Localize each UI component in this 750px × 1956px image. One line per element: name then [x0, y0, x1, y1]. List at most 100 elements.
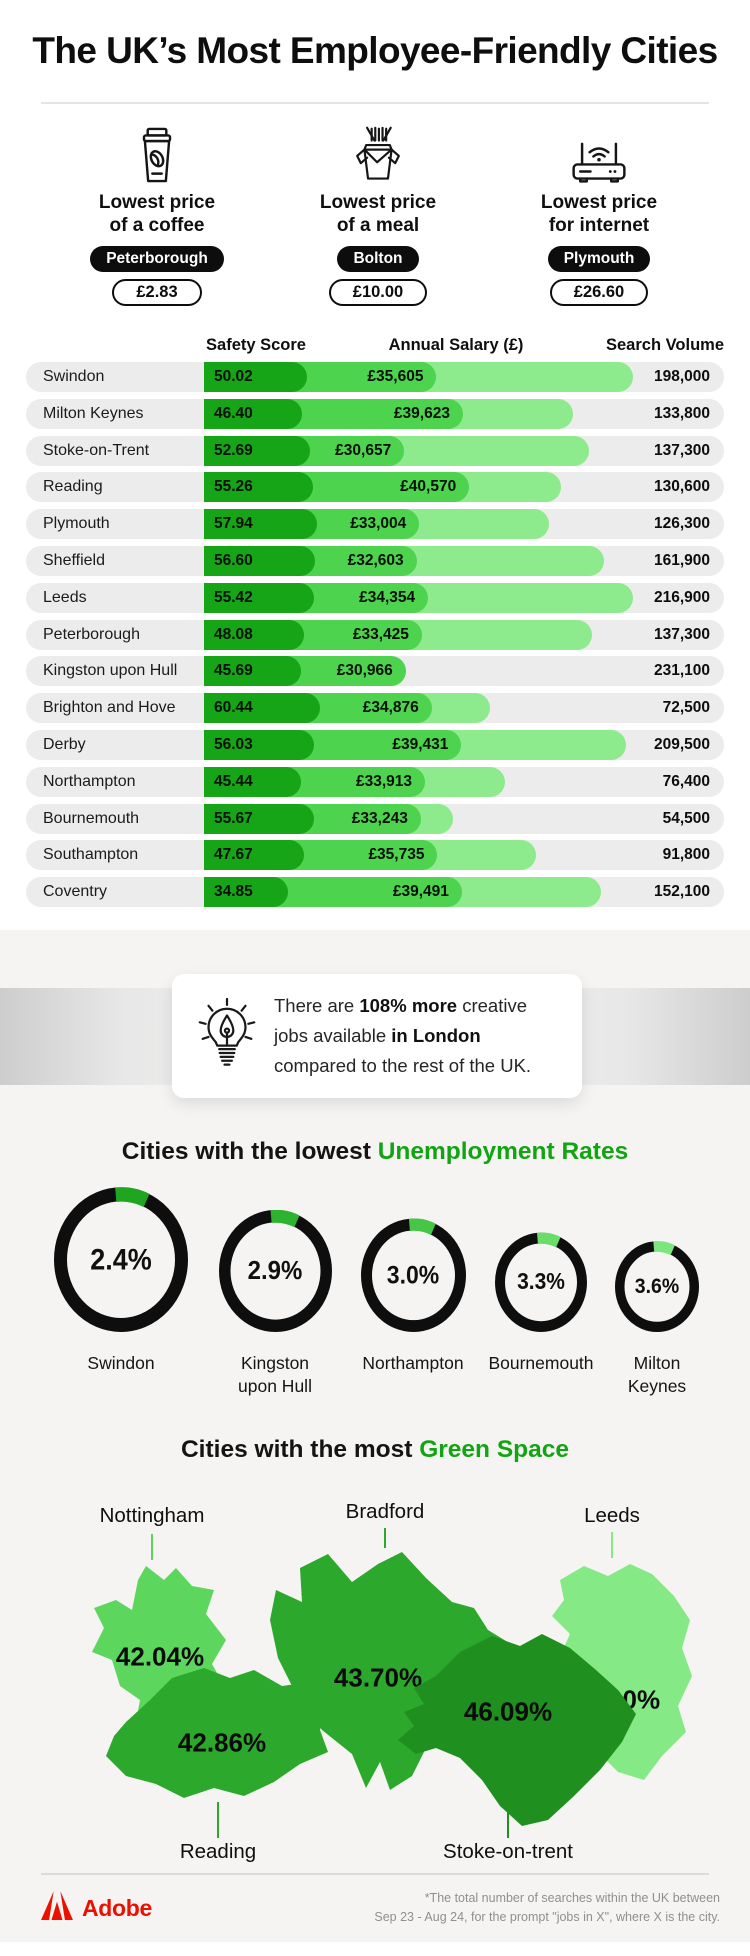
- donut-city-label-line: Kingston: [240, 1353, 310, 1373]
- search-volume-value: 152,100: [653, 883, 710, 901]
- city-silhouette: [270, 1552, 514, 1790]
- row-bars: £39,623 46.40: [204, 398, 724, 429]
- search-volume-value: 137,300: [653, 441, 710, 459]
- row-city-label: Milton Keynes: [43, 404, 144, 422]
- adobe-wordmark: Adobe: [82, 1894, 153, 1921]
- callout-bold-text: 108% more: [359, 995, 458, 1017]
- row-bars: £33,913 45.44: [204, 766, 724, 797]
- search-volume-value: 198,000: [653, 368, 710, 385]
- unemployment-donut: 2.4%: [54, 1187, 188, 1332]
- unemployment-title-black: Cities with the lowest: [121, 1138, 378, 1165]
- stat-price-badge: £26.60: [549, 279, 649, 307]
- title-divider: [41, 102, 709, 104]
- stat-city-badge: Peterborough: [90, 246, 224, 273]
- safety-score-bar: 56.03: [204, 729, 315, 760]
- greenspace-city-label: Bradford: [345, 1500, 425, 1523]
- safety-score-value: 57.94: [214, 515, 253, 533]
- greenspace-title-black: Cities with the most: [180, 1436, 420, 1463]
- safety-score-value: 34.85: [214, 883, 253, 901]
- row-bars: £35,605 50.02: [204, 362, 724, 392]
- safety-score-value: 55.42: [214, 588, 253, 606]
- unemployment-rate-value: 3.3%: [517, 1269, 565, 1295]
- stat-label-line2: of a coffee: [109, 215, 205, 237]
- search-volume-value: 133,800: [653, 404, 710, 422]
- city-bar-table: Swindon £35,605 50.02 198,000 Milton Keynes £…: [26, 362, 724, 914]
- row-bars: £30,966 45.69: [204, 656, 724, 687]
- row-bars: £39,431 56.03: [204, 729, 724, 760]
- stat-label-line1: Lowest price: [540, 192, 658, 213]
- unemployment-rate-value: 3.0%: [386, 1260, 440, 1289]
- footnote-line1: *The total number of searches within the…: [424, 1891, 720, 1905]
- greenspace-city-label: Stoke-on-trent: [443, 1840, 573, 1863]
- salary-value: £39,623: [393, 404, 450, 422]
- lightbulb-pen-icon: [192, 997, 262, 1076]
- greenspace-city-shape: [398, 1634, 636, 1826]
- stat-price-badge: £2.83: [112, 279, 202, 307]
- callout-line: jobs available in London: [274, 1021, 531, 1051]
- safety-score-bar: 52.69: [204, 435, 311, 466]
- salary-value: £30,657: [335, 441, 392, 459]
- safety-score-value: 47.67: [214, 846, 253, 864]
- row-bars: £40,570 55.26: [204, 472, 724, 503]
- row-city-label: Stoke-on-Trent: [43, 441, 150, 459]
- safety-score-value: 45.69: [214, 662, 253, 680]
- stat-label: Lowest price of a coffee: [52, 191, 262, 237]
- safety-score-bar: 60.44: [204, 693, 320, 724]
- adobe-logo-icon: [41, 1891, 73, 1925]
- column-header-safety: Safety Score: [206, 336, 306, 354]
- safety-score-bar: 55.42: [204, 582, 314, 613]
- table-row: Sheffield £32,603 56.60 161,900: [26, 545, 724, 576]
- salary-value: £39,491: [392, 883, 449, 901]
- safety-score-bar: 57.94: [204, 509, 317, 540]
- search-volume-value: 130,600: [653, 478, 710, 496]
- city-silhouette: [398, 1634, 636, 1826]
- label-leader-line: [217, 1802, 219, 1838]
- page-title: The UK’s Most Employee-Friendly Cities: [32, 30, 718, 71]
- greenspace-city-label: Leeds: [584, 1504, 640, 1527]
- callout-line: There are 108% more creative: [274, 991, 531, 1021]
- callout-text-segment: There are: [274, 995, 360, 1017]
- stat-label-line1: Lowest price: [319, 192, 437, 213]
- row-city-label: Brighton and Hove: [43, 699, 176, 717]
- unemployment-section-title: Cities with the lowest Unemployment Rate…: [0, 1138, 750, 1166]
- column-header-search: Search Volume: [606, 336, 724, 354]
- salary-value: £39,431: [392, 735, 449, 753]
- donut-city-label-line: upon Hull: [238, 1375, 312, 1396]
- creative-jobs-callout: There are 108% more creative jobs availab…: [172, 974, 582, 1098]
- row-bars: £39,491 34.85: [204, 877, 724, 908]
- search-volume-value: 209,500: [653, 735, 710, 753]
- row-city-label: Swindon: [43, 368, 105, 385]
- row-bars: £30,657 52.69: [204, 435, 724, 466]
- table-row: Derby £39,431 56.03 209,500: [26, 729, 724, 760]
- label-leader-line: [611, 1532, 613, 1558]
- donut-city-label: Milton Keynes: [577, 1352, 737, 1398]
- safety-score-bar: 55.67: [204, 803, 315, 834]
- salary-value: £34,354: [359, 588, 416, 606]
- greenspace-percentage: 42.86%: [177, 1727, 267, 1758]
- table-row: Brighton and Hove £34,876 60.44 72,500: [26, 693, 724, 724]
- row-bars: £33,243 55.67: [204, 803, 724, 834]
- safety-score-value: 56.60: [214, 551, 253, 569]
- safety-score-value: 48.08: [214, 625, 253, 643]
- table-row: Swindon £35,605 50.02 198,000: [26, 362, 724, 392]
- safety-score-bar: 50.02: [204, 362, 307, 392]
- safety-score-value: 55.26: [214, 478, 253, 496]
- callout-bold-text: in London: [391, 1025, 481, 1047]
- row-city-label: Leeds: [43, 588, 87, 606]
- footnote-line2: Sep 23 - Aug 24, for the prompt "jobs in…: [374, 1909, 720, 1924]
- donut-green-segment: [408, 1218, 436, 1236]
- safety-score-value: 56.03: [214, 735, 253, 753]
- search-volume-value: 126,300: [653, 515, 710, 533]
- row-city-label: Bournemouth: [43, 809, 140, 827]
- row-city-label: Southampton: [43, 846, 139, 864]
- stat-price-badge: £10.00: [328, 279, 428, 307]
- donut-green-segment: [115, 1187, 150, 1208]
- row-bars: £33,004 57.94: [204, 509, 724, 540]
- row-city-label: Derby: [43, 735, 86, 753]
- stat-city-badge: Bolton: [337, 246, 419, 273]
- greenspace-city-label: Nottingham: [99, 1504, 205, 1527]
- donut-city-label-line: Milton: [633, 1353, 681, 1373]
- row-city-label: Sheffield: [43, 551, 105, 569]
- safety-score-value: 60.44: [214, 699, 253, 717]
